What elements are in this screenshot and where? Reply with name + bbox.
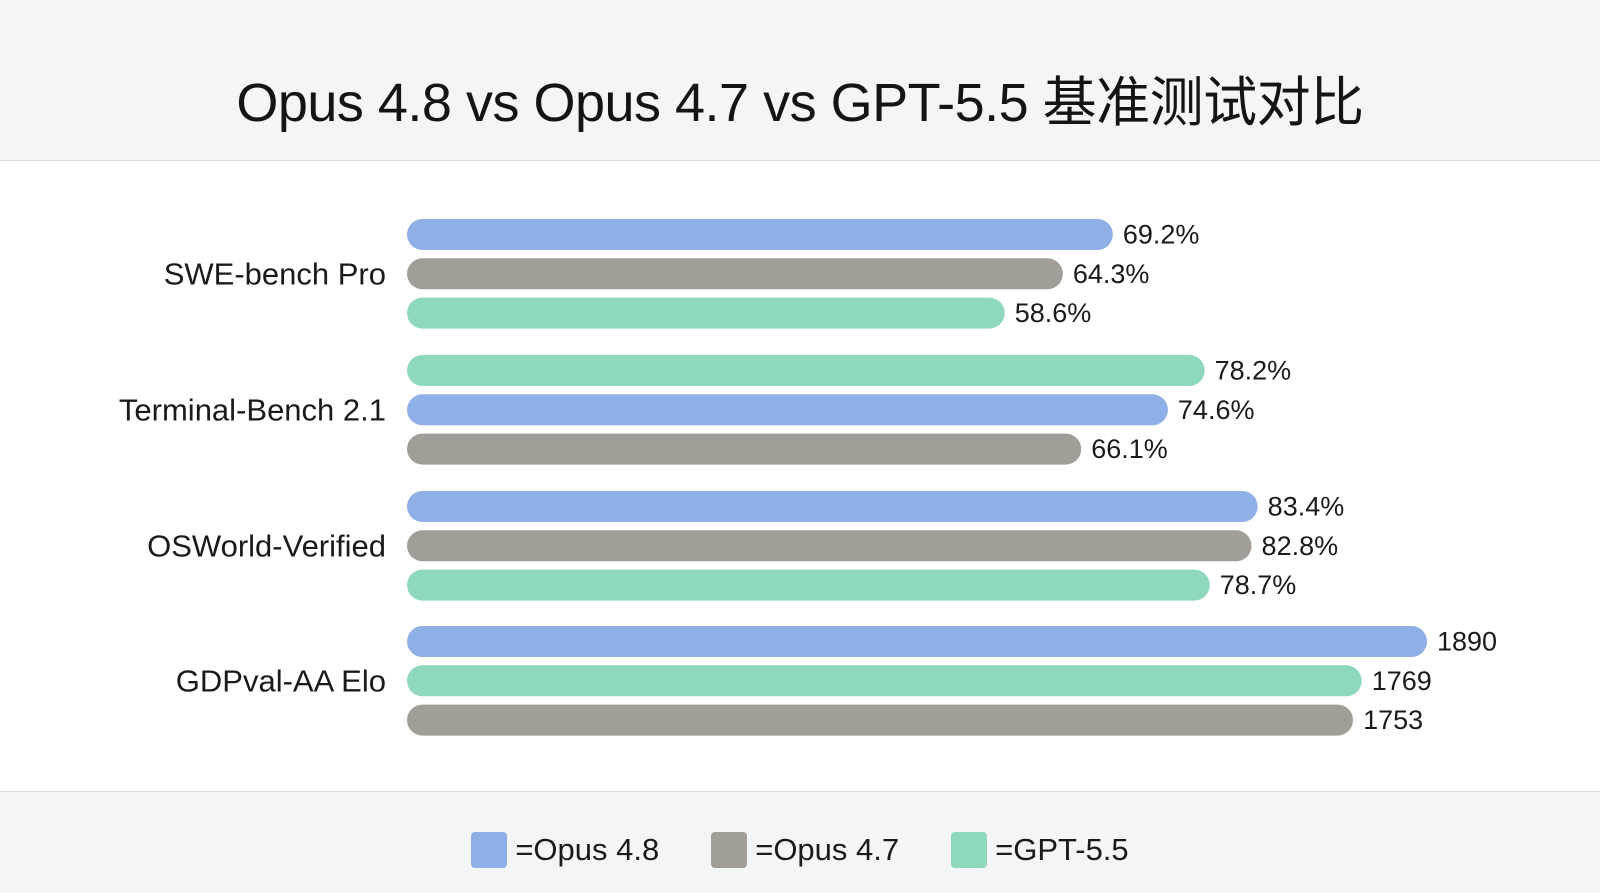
value-label-terminal-bench-2-1-opus-4-8: 74.6% xyxy=(1178,395,1255,425)
value-label-gdpval-aa-elo-gpt-5-5: 1769 xyxy=(1372,666,1432,696)
header xyxy=(0,0,1600,161)
legend-label-opus-4-7: =Opus 4.7 xyxy=(755,832,900,867)
legend-swatch-opus-4-7 xyxy=(711,832,748,868)
bar-gdpval-aa-elo-gpt-5-5 xyxy=(407,665,1362,697)
legend: =Opus 4.8 =Opus 4.7 =GPT-5.5 xyxy=(0,832,1600,868)
bar-osworld-verified-gpt-5-5 xyxy=(407,569,1210,601)
bar-terminal-bench-2-1-opus-4-7 xyxy=(407,433,1082,465)
value-label-osworld-verified-opus-4-7: 82.8% xyxy=(1262,531,1339,561)
value-label-terminal-bench-2-1-gpt-5-5: 78.2% xyxy=(1215,356,1292,386)
value-label-swe-bench-pro-opus-4-8: 69.2% xyxy=(1123,220,1200,250)
legend-label-gpt-5-5: =GPT-5.5 xyxy=(995,832,1129,867)
bar-terminal-bench-2-1-opus-4-8 xyxy=(407,394,1168,426)
legend-swatch-opus-4-8 xyxy=(471,832,508,868)
chart-title: Opus 4.8 vs Opus 4.7 vs GPT-5.5 基准测试对比 xyxy=(236,73,1364,133)
value-label-gdpval-aa-elo-opus-4-7: 1753 xyxy=(1363,705,1423,735)
legend-item-opus-4-8: =Opus 4.8 xyxy=(471,832,659,868)
bar-swe-bench-pro-opus-4-8 xyxy=(407,219,1113,250)
bar-terminal-bench-2-1-gpt-5-5 xyxy=(407,355,1205,386)
value-label-swe-bench-pro-gpt-5-5: 58.6% xyxy=(1015,298,1092,328)
category-label-terminal-bench-2-1: Terminal-Bench 2.1 xyxy=(119,392,386,427)
value-label-terminal-bench-2-1-opus-4-7: 66.1% xyxy=(1091,434,1168,464)
value-label-gdpval-aa-elo-opus-4-8: 1890 xyxy=(1437,627,1497,657)
bar-swe-bench-pro-gpt-5-5 xyxy=(407,297,1005,329)
legend-item-opus-4-7: =Opus 4.7 xyxy=(711,832,899,868)
value-label-osworld-verified-gpt-5-5: 78.7% xyxy=(1220,570,1297,600)
bar-osworld-verified-opus-4-8 xyxy=(407,491,1258,522)
bar-gdpval-aa-elo-opus-4-7 xyxy=(407,704,1354,736)
category-label-osworld-verified: OSWorld-Verified xyxy=(147,528,386,563)
bar-gdpval-aa-elo-opus-4-8 xyxy=(407,626,1427,657)
bar-osworld-verified-opus-4-7 xyxy=(407,530,1252,562)
legend-swatch-gpt-5-5 xyxy=(951,832,988,868)
legend-label-opus-4-8: =Opus 4.8 xyxy=(515,832,660,867)
value-label-swe-bench-pro-opus-4-7: 64.3% xyxy=(1073,259,1150,289)
category-label-gdpval-aa-elo: GDPval-AA Elo xyxy=(176,663,386,698)
bar-swe-bench-pro-opus-4-7 xyxy=(407,258,1063,290)
category-label-swe-bench-pro: SWE-bench Pro xyxy=(164,256,386,291)
value-label-osworld-verified-opus-4-8: 83.4% xyxy=(1268,492,1345,522)
footer xyxy=(0,791,1600,893)
legend-item-gpt-5-5: =GPT-5.5 xyxy=(951,832,1129,868)
